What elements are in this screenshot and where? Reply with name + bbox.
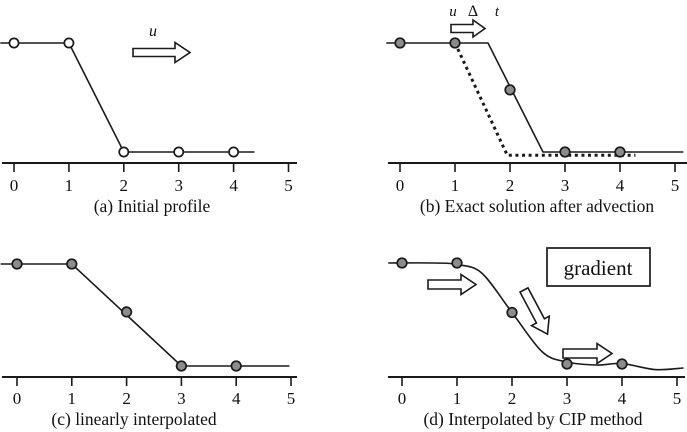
velocity-arrow — [132, 41, 192, 64]
gray-grid-point-marker — [230, 360, 242, 372]
gray-grid-point-marker — [506, 306, 518, 319]
caption-a: (a) Initial profile — [94, 196, 211, 216]
gray-grid-point-marker — [394, 37, 406, 49]
tick-label: 1 — [65, 176, 74, 195]
gradient-arrow-slope — [518, 286, 551, 336]
gray-grid-point-marker — [66, 258, 78, 270]
tick-label: 1 — [68, 389, 77, 408]
tick-label: 4 — [618, 389, 627, 408]
tick-label: 3 — [563, 389, 572, 408]
tick-label: 2 — [120, 176, 129, 195]
gray-grid-point-marker — [504, 84, 516, 96]
caption-c: (c) linearly interpolated — [51, 409, 216, 429]
tick-label: 0 — [398, 389, 407, 408]
tick-label: 3 — [561, 176, 570, 195]
open-grid-point-marker — [228, 146, 240, 158]
cip-curve — [388, 262, 684, 371]
tick-label: 1 — [453, 389, 462, 408]
tick-label: 5 — [671, 176, 680, 195]
tick-label: 2 — [508, 389, 517, 408]
tick-label: 3 — [177, 389, 186, 408]
gray-grid-point-marker — [11, 258, 23, 270]
velocity-label: u — [149, 23, 157, 40]
gradient-arrow-bottom — [562, 342, 614, 365]
panel-d: 0 1 2 3 4 5 gradient (d) Interpolated by CIP me… — [388, 247, 685, 429]
gray-grid-point-marker — [614, 146, 626, 158]
tick-label: 4 — [232, 389, 241, 408]
tick-label: 5 — [284, 176, 293, 195]
open-grid-point-marker — [63, 37, 75, 49]
open-grid-point-marker — [118, 146, 130, 158]
initial-profile-dotted — [453, 42, 636, 157]
gray-grid-point-marker — [120, 306, 133, 318]
advection-arrow — [450, 18, 487, 39]
tick-label: 5 — [287, 389, 296, 408]
t-label: t — [495, 4, 500, 20]
tick-label: 0 — [396, 176, 405, 195]
tick-label: 2 — [122, 389, 131, 408]
gray-grid-point-marker — [396, 257, 408, 269]
tick-label: 4 — [229, 176, 238, 195]
gray-grid-point-marker — [175, 360, 188, 372]
gray-grid-point-marker — [451, 257, 463, 269]
gray-grid-point-marker — [559, 146, 571, 158]
delta-label: Δ — [468, 3, 478, 20]
gray-grid-point-marker — [616, 358, 628, 370]
gradient-arrow-top — [427, 273, 478, 296]
tick-label: 4 — [616, 176, 625, 195]
panel-c: 0 1 2 3 4 5 (c) linearly interpolated — [0, 258, 297, 429]
tick-label: 1 — [451, 176, 460, 195]
gray-grid-point-marker — [449, 37, 461, 49]
tick-label: 3 — [174, 176, 183, 195]
gradient-label: gradient — [564, 256, 633, 280]
tick-label: 5 — [673, 389, 682, 408]
u-label: u — [449, 4, 457, 20]
initial-profile-line — [0, 42, 255, 153]
open-grid-point-marker — [8, 37, 20, 49]
caption-b: (b) Exact solution after advection — [420, 196, 654, 216]
caption-d: (d) Interpolated by CIP method — [423, 409, 642, 429]
exact-solution-line — [386, 42, 684, 153]
tick-label: 2 — [506, 176, 515, 195]
tick-label: 0 — [10, 176, 19, 195]
panel-a: 0 1 2 3 4 5 u (a) Initial profile — [0, 23, 297, 216]
gray-grid-point-marker — [561, 358, 573, 370]
tick-label: 0 — [13, 389, 22, 408]
gradient-box — [546, 247, 651, 287]
open-grid-point-marker — [173, 146, 185, 158]
linear-interpolation-line — [0, 263, 290, 367]
